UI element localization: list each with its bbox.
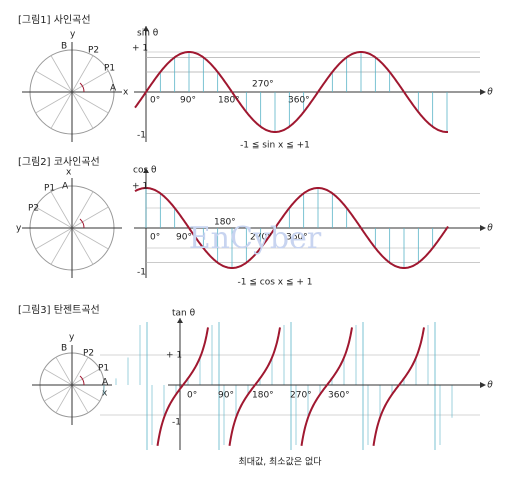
spoke — [71, 55, 94, 93]
spoke — [71, 91, 109, 114]
spoke — [71, 227, 109, 250]
spoke — [71, 384, 100, 402]
label: x — [102, 389, 108, 399]
label: 90° — [218, 391, 234, 401]
spoke — [35, 91, 73, 114]
angle-arc — [79, 375, 85, 386]
spoke — [35, 206, 73, 229]
label: 90° — [176, 233, 192, 243]
label: P1 — [98, 364, 109, 374]
label: 180° — [214, 218, 236, 228]
label: 0° — [150, 96, 160, 106]
arrow — [177, 318, 183, 323]
label: [그림2] 코사인곡선 — [18, 156, 100, 168]
spoke — [71, 191, 94, 229]
spoke — [71, 70, 109, 93]
label: -1 ≦ sin x ≦ +1 — [240, 141, 310, 151]
label: 360° — [328, 391, 350, 401]
label: 360° — [288, 96, 310, 106]
label: + 1 — [132, 182, 148, 192]
label: cos θ — [133, 166, 157, 176]
label: + 1 — [166, 351, 182, 361]
spoke — [35, 70, 73, 93]
label: -1 — [137, 268, 146, 278]
label: B — [61, 42, 67, 52]
spoke — [44, 384, 73, 402]
label: P2 — [28, 204, 39, 214]
spoke — [50, 191, 73, 229]
spoke — [55, 357, 73, 386]
label: 0° — [187, 391, 197, 401]
spoke — [55, 384, 73, 413]
label: P2 — [83, 349, 94, 359]
curve — [156, 327, 209, 446]
spoke — [71, 227, 94, 265]
label: y — [69, 333, 75, 343]
label: + 1 — [132, 44, 148, 54]
label: 270° — [290, 391, 312, 401]
label: -1 — [172, 418, 181, 428]
label: 360° — [286, 233, 308, 243]
spoke — [50, 55, 73, 93]
curve — [300, 327, 353, 446]
label: 270° — [250, 233, 272, 243]
label: sin θ — [137, 29, 159, 39]
curve — [372, 327, 425, 446]
spoke — [71, 91, 94, 129]
label: θ — [487, 88, 493, 98]
arrow — [143, 26, 149, 31]
arrow — [143, 168, 149, 173]
label: -1 ≦ cos x ≦ + 1 — [238, 278, 313, 288]
label: A — [102, 378, 109, 388]
label: -1 — [137, 131, 146, 141]
label: A — [62, 182, 69, 192]
angle-arc — [79, 82, 85, 93]
spoke — [44, 368, 73, 386]
spoke — [50, 91, 73, 129]
label: y — [16, 224, 22, 234]
spoke — [71, 368, 100, 386]
spoke — [71, 206, 109, 229]
arrow — [480, 225, 486, 231]
label: θ — [487, 224, 493, 234]
label: [그림3] 탄젠트곡선 — [18, 304, 100, 316]
label: 최대값, 최소값은 없다 — [238, 456, 322, 468]
arrow — [480, 89, 486, 95]
label: P1 — [44, 184, 55, 194]
label: x — [66, 168, 72, 178]
label: 180° — [218, 96, 240, 106]
label: A — [110, 84, 117, 94]
label: 90° — [180, 96, 196, 106]
label: y — [70, 30, 76, 40]
label: [그림1] 사인곡선 — [18, 14, 91, 26]
label: tan θ — [172, 309, 196, 319]
curve — [134, 51, 448, 133]
label: P1 — [104, 64, 115, 74]
label: P2 — [88, 46, 99, 56]
label: θ — [487, 381, 493, 391]
curve — [228, 327, 281, 446]
label: 270° — [252, 80, 274, 90]
spoke — [71, 357, 89, 386]
angle-arc — [79, 218, 85, 229]
label: 0° — [150, 233, 160, 243]
curve — [134, 187, 449, 269]
label: B — [61, 344, 67, 354]
spoke — [71, 384, 89, 413]
label: x — [123, 88, 129, 98]
label: 180° — [252, 391, 274, 401]
spoke — [35, 227, 73, 250]
watermark: EnCyber — [189, 221, 322, 256]
spoke — [50, 227, 73, 265]
arrow — [480, 382, 486, 388]
